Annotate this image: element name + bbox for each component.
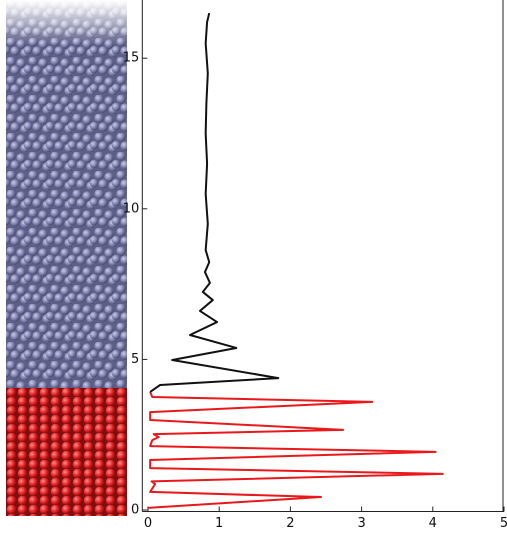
y-tick-label: 0	[131, 502, 139, 517]
figure: 0 1 2 3 4 5 0 5 10 15	[0, 0, 507, 540]
liquid-atoms	[6, 0, 127, 390]
solid-atoms	[6, 388, 127, 516]
y-tick-label: 5	[131, 352, 139, 367]
x-tick-label: 5	[500, 516, 507, 531]
x-tick-label: 3	[357, 516, 365, 531]
density-line	[148, 392, 443, 508]
plot: 0 1 2 3 4 5 0 5 10 15	[123, 0, 507, 531]
y-tick-label: 10	[123, 201, 140, 216]
x-tick-label: 2	[286, 516, 294, 531]
atom-snapshot	[4, 0, 130, 516]
x-tick-label: 1	[215, 516, 223, 531]
top-fade	[4, 0, 130, 45]
y-tick-label: 15	[123, 51, 140, 66]
page: {"chart_data": {"type": "line", "xlim": …	[0, 0, 507, 540]
x-tick-label: 4	[429, 516, 437, 531]
x-tick-label: 0	[144, 516, 152, 531]
density-line	[150, 13, 278, 392]
